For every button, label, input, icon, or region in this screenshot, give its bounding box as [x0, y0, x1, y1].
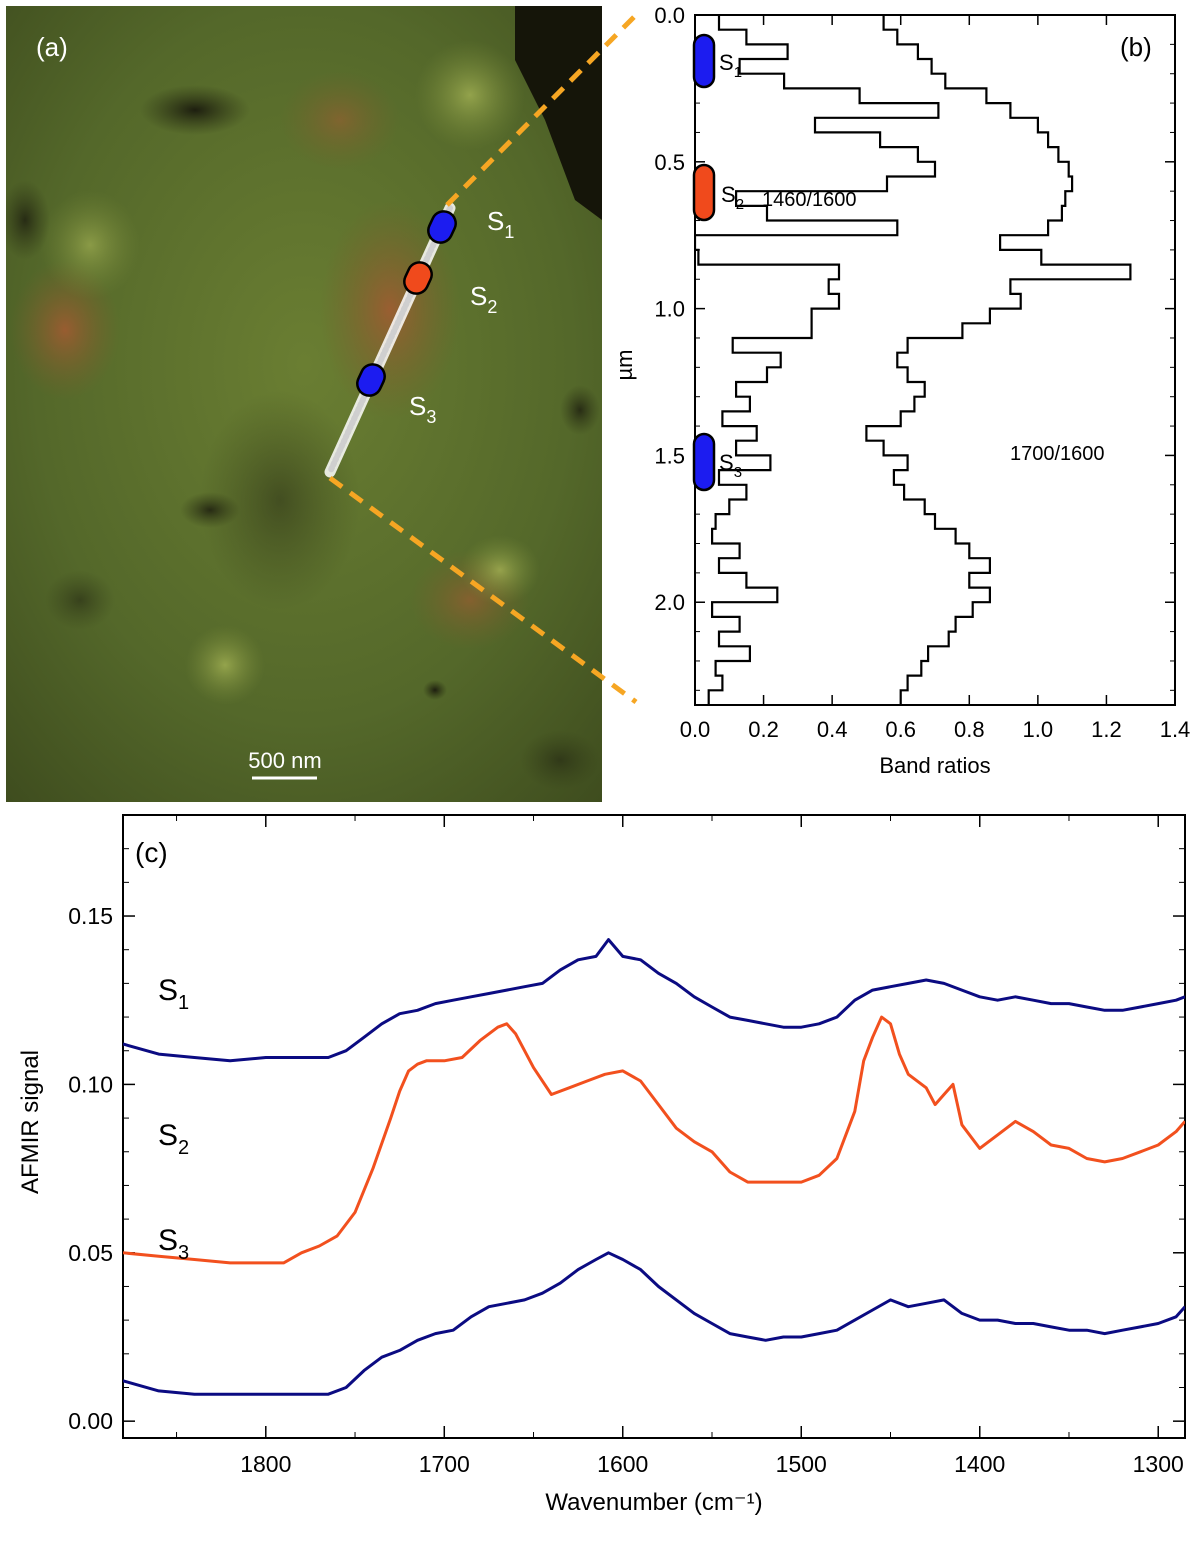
panel-b-xtick-label: 1.2: [1091, 717, 1122, 742]
depth-marker-s3: [692, 432, 716, 492]
panel-c-ylabel: AFMIR signal: [17, 1050, 44, 1194]
panel-c-series: [123, 938, 1185, 1396]
panel-c-ytick-label: 0.10: [68, 1071, 113, 1097]
annotation-1700-1600: 1700/1600: [1010, 443, 1105, 465]
panel-b-ticks: 0.0 0.2 0.4 0.6 0.8 1.0 1.2 1.4 0.0 0.5 1.0 1.5 2.0: [654, 3, 1190, 742]
panel-c-xtick-label: 1800: [240, 1451, 291, 1477]
panel-b-xtick-label: 0.0: [680, 717, 711, 742]
connector-top: [445, 13, 638, 207]
panel-a-label: (a): [36, 32, 68, 62]
panel-b-label: (b): [1120, 32, 1152, 62]
depth-marker-s1: [692, 33, 716, 89]
spectrum-label-s3: S3: [158, 1224, 189, 1264]
panel-b-xtick-label: 1.0: [1023, 717, 1054, 742]
annotation-1460-1600: 1460/1600: [762, 189, 857, 211]
scale-bar-label: 500 nm: [248, 748, 321, 773]
afm-image-panel: (a) S1 S2 S3 500 nm: [6, 6, 638, 802]
panel-c-ticks: 1800 1700 1600 1500 1400 1300 0.00 0.05 0.10 0.15: [68, 815, 1185, 1477]
panel-c-xtick-label: 1400: [954, 1451, 1005, 1477]
site-label-s3: S3: [409, 391, 436, 427]
panel-c-ytick-label: 0.05: [68, 1240, 113, 1266]
site-label-s2: S2: [470, 281, 497, 317]
depth-label-s2: S2: [721, 182, 744, 213]
panel-b-ytick-label: 2.0: [654, 590, 685, 615]
spectra-panel: 1800 1700 1600 1500 1400 1300 0.00 0.05 0.10 0.15…: [17, 814, 1186, 1516]
panel-b-ytick-label: 1.5: [654, 443, 685, 468]
site-marker-s3: [356, 363, 386, 397]
panel-b-xtick-label: 0.4: [817, 717, 848, 742]
depth-label-s1: S1: [719, 50, 742, 81]
connector-bottom: [328, 475, 638, 705]
spectrum-line-s2: [123, 1015, 1185, 1265]
panel-c-label: (c): [135, 837, 168, 868]
panel-b-ylabel: µm: [612, 349, 637, 380]
panel-c-frame: [122, 814, 1186, 1439]
panel-c-ytick-label: 0.00: [68, 1408, 113, 1434]
site-marker-s1: [427, 210, 457, 244]
depth-label-s3: S3: [719, 450, 742, 481]
panel-c-xtick-label: 1700: [419, 1451, 470, 1477]
panel-b-xtick-label: 1.4: [1160, 717, 1191, 742]
spectrum-line-s3: [123, 1251, 1185, 1396]
panel-c-xtick-label: 1600: [597, 1451, 648, 1477]
band-ratio-series-1460-1600: [695, 15, 940, 705]
panel-b-ytick-label: 1.0: [654, 297, 685, 322]
panel-b-xtick-label: 0.8: [954, 717, 985, 742]
panel-b-ytick-label: 0.0: [654, 3, 685, 28]
panel-b-xtick-label: 0.2: [748, 717, 779, 742]
band-ratio-panel: 0.0 0.2 0.4 0.6 0.8 1.0 1.2 1.40.00.51.01.52.0 …: [612, 3, 1190, 778]
spectrum-label-s1: S1: [158, 974, 189, 1014]
panel-b-frame: [694, 14, 1176, 706]
spectrum-label-s2: S2: [158, 1119, 189, 1159]
depth-marker-s2: [692, 163, 716, 222]
panel-b-series: [695, 15, 1132, 705]
panel-b-xlabel: Band ratios: [879, 753, 990, 778]
panel-c-xtick-label: 1500: [776, 1451, 827, 1477]
panel-b-xtick-label: 0.6: [885, 717, 916, 742]
panel-c-xlabel: Wavenumber (cm⁻¹): [545, 1489, 762, 1516]
panel-c-xtick-label: 1300: [1133, 1451, 1184, 1477]
site-marker-s2: [403, 261, 433, 295]
panel-c-ytick-label: 0.15: [68, 903, 113, 929]
band-ratio-series-1700-1600: [865, 15, 1132, 705]
spectrum-line-s1: [123, 938, 1185, 1063]
site-label-s1: S1: [487, 206, 514, 242]
panel-b-ytick-label: 0.5: [654, 150, 685, 175]
afm-image: [6, 6, 602, 802]
